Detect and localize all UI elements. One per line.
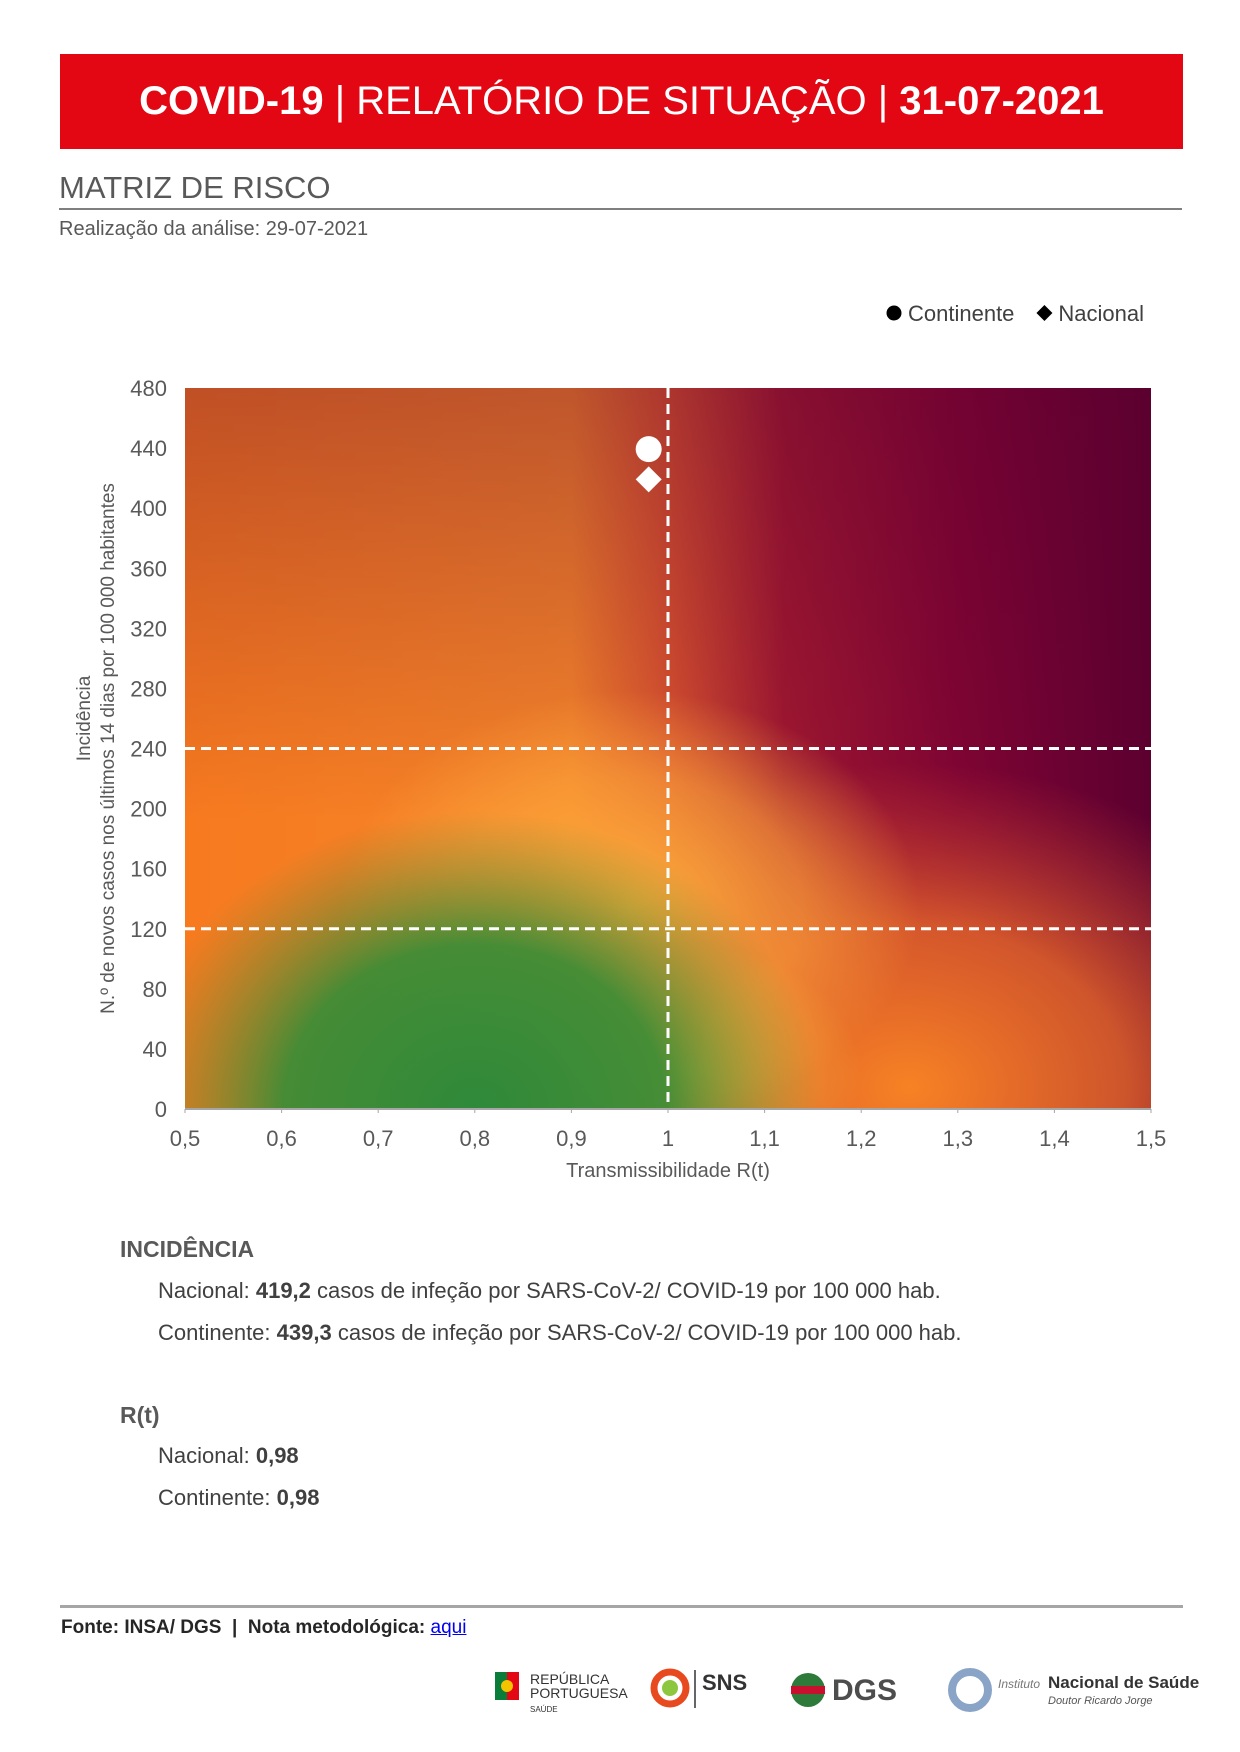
header-banner: COVID-19 | RELATÓRIO DE SITUAÇÃO | 31-07… xyxy=(60,54,1183,149)
y-tick-label: 120 xyxy=(130,917,167,942)
legend-label: Continente xyxy=(908,301,1014,326)
y-tick-label: 280 xyxy=(130,676,167,701)
section-title: MATRIZ DE RISCO xyxy=(59,170,331,205)
x-tick-label: 1,5 xyxy=(1136,1126,1167,1151)
label: Continente: xyxy=(158,1485,277,1510)
y-tick-label: 40 xyxy=(143,1037,167,1062)
label: Continente: xyxy=(158,1320,277,1345)
y-tick-label: 240 xyxy=(130,737,167,762)
rt-line: Continente: 0,98 xyxy=(158,1485,319,1511)
legend-marker xyxy=(886,305,902,321)
logo-text: SNS xyxy=(702,1670,747,1695)
value: 419,2 xyxy=(255,1278,311,1303)
incidence-line: Continente: 439,3 casos de infeção por S… xyxy=(158,1320,962,1346)
x-axis-title: Transmissibilidade R(t) xyxy=(566,1160,770,1182)
y-tick-label: 360 xyxy=(130,556,167,581)
logos: REPÚBLICA PORTUGUESA SAÚDE SNS DGS Insti… xyxy=(495,1668,1199,1714)
footer: Fonte: INSA/ DGS | Nota metodológica: aq… xyxy=(61,1617,466,1639)
y-axis-title: N.º de novos casos nos últimos 14 dias p… xyxy=(98,483,119,1014)
x-tick-label: 1,3 xyxy=(943,1126,974,1151)
y-tick-label: 80 xyxy=(143,977,167,1002)
incidence-line: Nacional: 419,2 casos de infeção por SAR… xyxy=(158,1278,941,1304)
flag-sphere xyxy=(501,1680,513,1692)
y-tick-label: 440 xyxy=(130,436,167,461)
legend-marker xyxy=(1036,305,1053,321)
section-rule xyxy=(59,208,1182,210)
sns-dot xyxy=(662,1680,678,1696)
chart: 0 40 80 120 160 200 240 280 320 360 400 440 480 0,5 0,… xyxy=(74,301,1167,1182)
y-tick-label: 320 xyxy=(130,616,167,641)
data-point xyxy=(635,436,662,463)
separator: | xyxy=(232,1617,238,1638)
text: casos de infeção por SARS-CoV-2/ COVID-1… xyxy=(331,1320,962,1345)
label: Nacional: xyxy=(158,1278,256,1303)
logo-text: Doutor Ricardo Jorge xyxy=(1048,1695,1153,1707)
logo-text: Instituto xyxy=(998,1677,1040,1691)
x-tick-label: 1,1 xyxy=(749,1126,780,1151)
logo-dgs: DGS xyxy=(791,1673,897,1707)
logo-text: DGS xyxy=(832,1674,897,1707)
y-axis-title: Incidência xyxy=(74,675,95,761)
value: 0,98 xyxy=(276,1485,320,1510)
label: Nacional: xyxy=(158,1443,256,1468)
insa-ring xyxy=(948,1668,992,1712)
legend-label: Nacional xyxy=(1058,301,1144,326)
x-tick-label: 0,9 xyxy=(556,1126,587,1151)
logo-text: PORTUGUESA xyxy=(530,1685,628,1701)
y-tick-label: 400 xyxy=(130,496,167,521)
data-point xyxy=(635,466,662,493)
dgs-band xyxy=(791,1686,825,1694)
y-tick-label: 0 xyxy=(155,1097,167,1122)
footer-rule xyxy=(60,1605,1183,1608)
x-tick-label: 1,4 xyxy=(1039,1126,1070,1151)
text: casos de infeção por SARS-CoV-2/ COVID-1… xyxy=(310,1278,941,1303)
x-tick-label: 0,7 xyxy=(363,1126,394,1151)
logo-text: REPÚBLICA xyxy=(530,1671,610,1687)
value: 439,3 xyxy=(276,1320,332,1345)
x-tick-label: 0,5 xyxy=(170,1126,201,1151)
x-tick-label: 0,8 xyxy=(460,1126,491,1151)
logo-insa: Instituto Nacional de Saúde Doutor Ricar… xyxy=(948,1668,1199,1712)
logo-text: SAÚDE xyxy=(530,1705,558,1714)
y-tick-label: 200 xyxy=(130,797,167,822)
note: Nota metodológica: xyxy=(247,1617,426,1638)
rt-title: R(t) xyxy=(120,1402,160,1428)
note-link[interactable]: aqui xyxy=(430,1617,467,1638)
y-tick-label: 480 xyxy=(130,376,167,401)
x-tick-label: 0,6 xyxy=(266,1126,297,1151)
x-tick-label: 1 xyxy=(662,1126,674,1151)
header-title: 31-07-2021 xyxy=(899,79,1104,123)
logo-sns: SNS xyxy=(650,1668,747,1708)
logo-text: Nacional de Saúde xyxy=(1048,1673,1199,1692)
y-tick-label: 160 xyxy=(130,857,167,882)
logo-republica: REPÚBLICA PORTUGUESA SAÚDE xyxy=(495,1671,628,1714)
x-tick-label: 1,2 xyxy=(846,1126,877,1151)
sns-ring xyxy=(650,1668,690,1708)
incidence-title: INCIDÊNCIA xyxy=(120,1236,255,1262)
rt-line: Nacional: 0,98 xyxy=(158,1443,299,1469)
section-subtitle: Realização da análise: 29-07-2021 xyxy=(59,218,369,240)
value: 0,98 xyxy=(255,1443,299,1468)
source: Fonte: INSA/ DGS xyxy=(61,1617,222,1638)
header-title: COVID-19 xyxy=(139,79,324,123)
header-title: | RELATÓRIO DE SITUAÇÃO | xyxy=(323,79,900,123)
